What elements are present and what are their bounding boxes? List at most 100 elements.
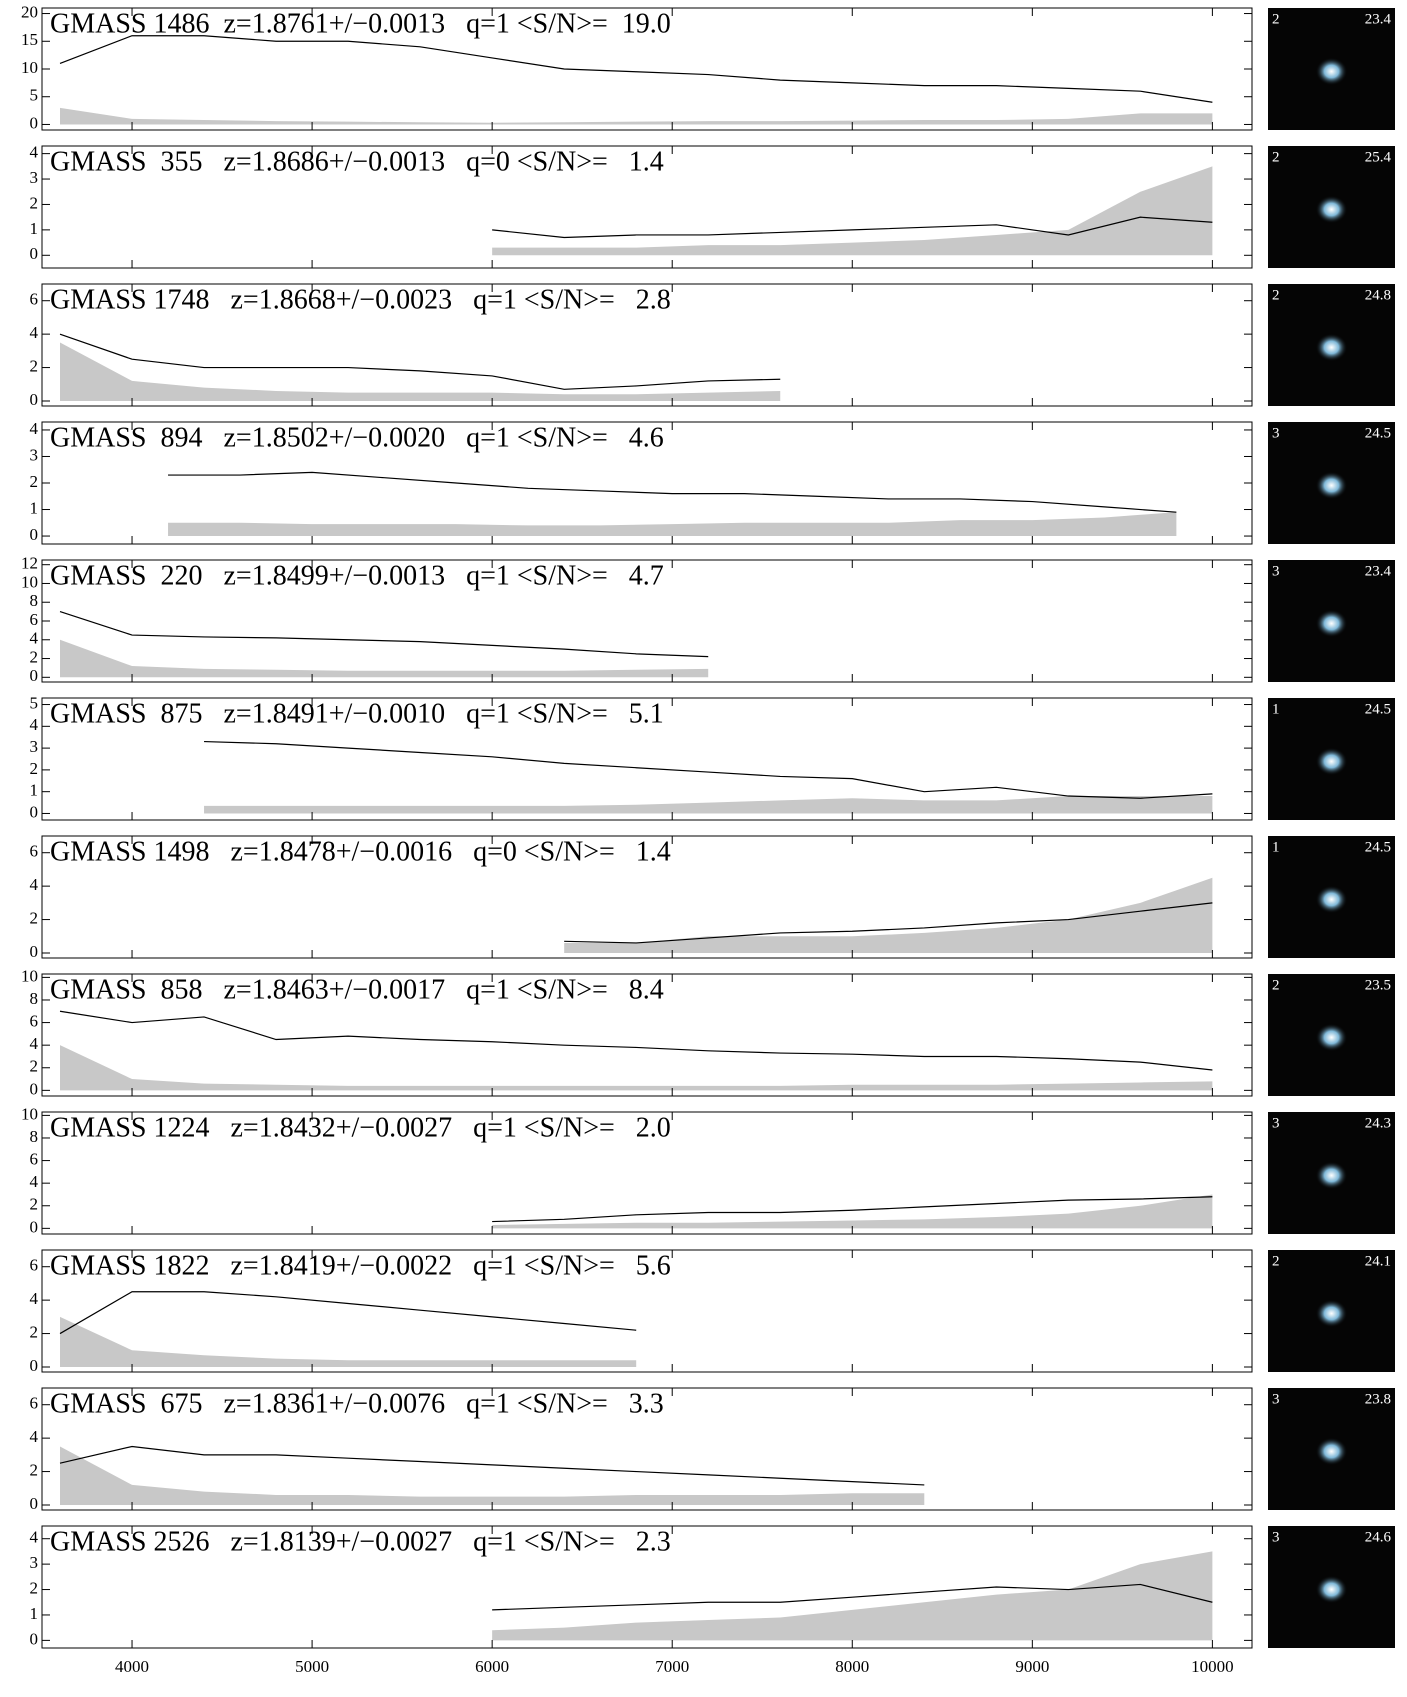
y-tick-label: 0 — [30, 666, 39, 685]
y-tick-label: 5 — [30, 86, 39, 105]
panel — [204, 742, 1212, 814]
y-tick-label: 6 — [30, 610, 39, 629]
y-tick-label: 4 — [30, 419, 39, 438]
thumb-mag: 24.5 — [1365, 425, 1391, 441]
thumb-mag: 25.4 — [1365, 149, 1392, 165]
panel-title: GMASS 894 z=1.8502+/−0.0020 q=1 <S/N>= 4… — [50, 422, 664, 453]
y-tick-label: 0 — [30, 1217, 39, 1236]
thumbnail-source — [1316, 1575, 1348, 1603]
figure: 05101520GMASS 1486 z=1.8761+/−0.0013 q=1… — [0, 0, 1407, 1697]
y-tick-label: 2 — [30, 1195, 39, 1214]
y-tick-label: 2 — [30, 759, 39, 778]
thumb-mag: 24.8 — [1365, 287, 1391, 303]
y-tick-label: 2 — [30, 908, 39, 927]
y-tick-label: 3 — [30, 1553, 39, 1572]
y-tick-label: 10 — [21, 58, 38, 77]
y-tick-label: 8 — [30, 989, 39, 1008]
y-tick-label: 12 — [21, 554, 38, 573]
thumb-quality: 2 — [1272, 287, 1280, 303]
thumbnail-source — [1316, 57, 1348, 85]
x-tick-label: 5000 — [295, 1657, 329, 1676]
y-tick-label: 3 — [30, 445, 39, 464]
thumb-mag: 23.4 — [1365, 563, 1392, 579]
panel — [60, 1292, 636, 1367]
y-tick-label: 4 — [30, 143, 39, 162]
y-tick-label: 6 — [30, 842, 39, 861]
y-tick-label: 4 — [30, 1427, 39, 1446]
noise-area — [204, 796, 1212, 813]
y-tick-label: 2 — [30, 472, 39, 491]
y-tick-label: 6 — [30, 1256, 39, 1275]
spectrum-line — [168, 472, 1176, 512]
y-tick-label: 0 — [30, 525, 39, 544]
noise-area — [492, 1551, 1212, 1640]
thumb-quality: 3 — [1272, 1115, 1280, 1131]
y-tick-label: 2 — [30, 1057, 39, 1076]
y-tick-label: 3 — [30, 737, 39, 756]
noise-area — [168, 512, 1176, 536]
y-tick-label: 4 — [30, 323, 39, 342]
panel — [60, 1011, 1212, 1090]
panel — [60, 334, 780, 401]
y-tick-label: 6 — [30, 1011, 39, 1030]
thumb-quality: 2 — [1272, 1253, 1280, 1269]
thumb-quality: 2 — [1272, 977, 1280, 993]
panel — [564, 878, 1212, 953]
y-tick-label: 0 — [30, 802, 39, 821]
thumbnail-source — [1316, 1299, 1348, 1327]
thumb-mag: 24.6 — [1365, 1529, 1392, 1545]
y-tick-label: 20 — [21, 2, 38, 21]
x-tick-label: 8000 — [835, 1657, 869, 1676]
y-tick-label: 2 — [30, 193, 39, 212]
thumbnail-source — [1316, 471, 1348, 499]
panel — [492, 166, 1212, 255]
thumbnail-source — [1316, 885, 1348, 913]
y-tick-label: 0 — [30, 1494, 39, 1513]
y-tick-label: 6 — [30, 290, 39, 309]
panel-title: GMASS 675 z=1.8361+/−0.0076 q=1 <S/N>= 3… — [50, 1388, 664, 1419]
thumb-mag: 23.5 — [1365, 977, 1391, 993]
y-tick-label: 5 — [30, 693, 39, 712]
y-tick-label: 1 — [30, 781, 39, 800]
x-tick-label: 4000 — [115, 1657, 149, 1676]
y-tick-label: 0 — [30, 942, 39, 961]
spectrum-line — [60, 1292, 636, 1334]
noise-area — [492, 166, 1212, 255]
x-tick-label: 7000 — [655, 1657, 689, 1676]
y-tick-label: 15 — [21, 30, 38, 49]
thumb-mag: 24.5 — [1365, 839, 1391, 855]
y-tick-label: 10 — [21, 966, 38, 985]
panel — [60, 1446, 924, 1504]
thumbnail-source — [1316, 195, 1348, 223]
thumb-quality: 3 — [1272, 1391, 1280, 1407]
noise-area — [60, 1045, 1212, 1090]
panel-title: GMASS 220 z=1.8499+/−0.0013 q=1 <S/N>= 4… — [50, 560, 664, 591]
panel — [168, 472, 1176, 536]
noise-area — [60, 108, 1212, 125]
y-tick-label: 0 — [30, 244, 39, 263]
panel — [492, 1551, 1212, 1640]
thumb-mag: 24.5 — [1365, 701, 1391, 717]
panel-title: GMASS 1748 z=1.8668+/−0.0023 q=1 <S/N>= … — [50, 284, 671, 315]
panel-title: GMASS 858 z=1.8463+/−0.0017 q=1 <S/N>= 8… — [50, 974, 664, 1005]
y-tick-label: 2 — [30, 1578, 39, 1597]
panel-title: GMASS 1498 z=1.8478+/−0.0016 q=0 <S/N>= … — [50, 836, 671, 867]
page: {"chart_data": [ {"type": "line", "title… — [0, 0, 1407, 1697]
thumb-mag: 23.4 — [1365, 11, 1392, 27]
y-tick-label: 4 — [30, 1034, 39, 1053]
y-tick-label: 2 — [30, 647, 39, 666]
x-tick-label: 10000 — [1191, 1657, 1234, 1676]
y-tick-label: 0 — [30, 1356, 39, 1375]
y-tick-label: 1 — [30, 219, 39, 238]
y-tick-label: 4 — [30, 1528, 39, 1547]
thumb-quality: 3 — [1272, 563, 1280, 579]
thumbnail-source — [1316, 333, 1348, 361]
spectrum-line — [60, 612, 708, 657]
y-tick-label: 8 — [30, 591, 39, 610]
thumb-quality: 1 — [1272, 701, 1280, 717]
y-tick-label: 10 — [21, 1104, 38, 1123]
y-tick-label: 4 — [30, 629, 39, 648]
y-tick-label: 1 — [30, 1604, 39, 1623]
thumbnail-source — [1316, 609, 1348, 637]
panel — [60, 612, 708, 678]
